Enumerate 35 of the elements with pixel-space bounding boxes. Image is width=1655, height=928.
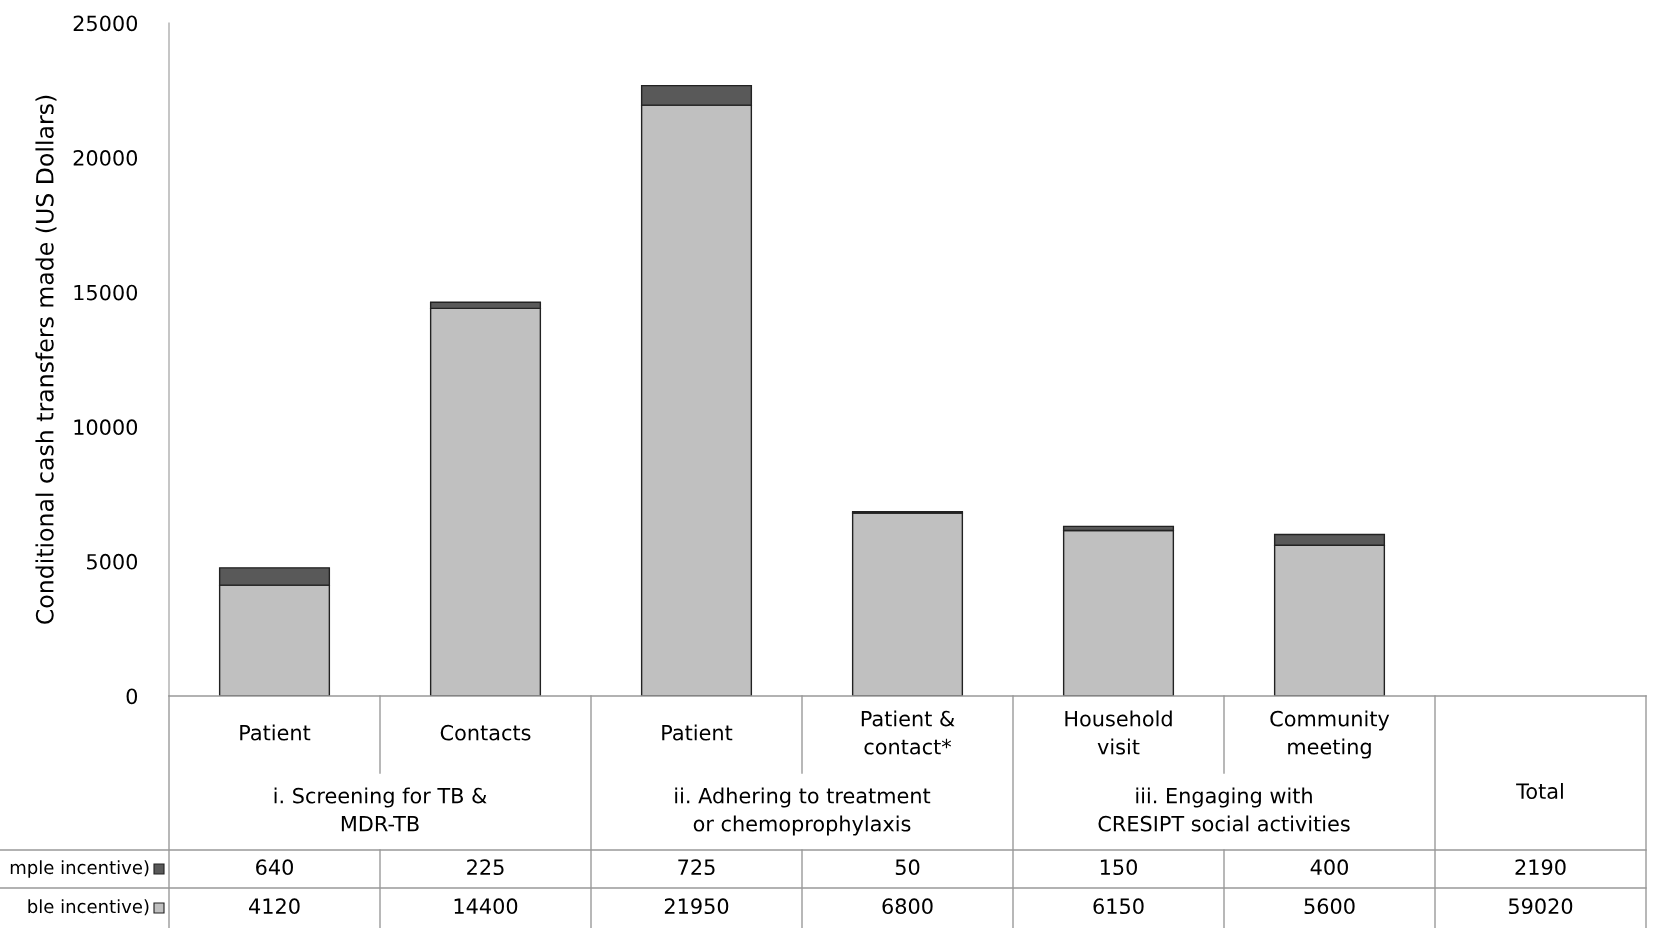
- data-label: 725: [678, 859, 715, 876]
- bar: [851, 512, 964, 696]
- text: i. Screening for TB & MDR-TB: [274, 787, 487, 832]
- y-tick-label: 10000: [74, 419, 138, 436]
- data-label: 400: [1310, 859, 1348, 876]
- legend-label: ble incentive): [28, 899, 149, 916]
- data-label: 6150: [1093, 898, 1144, 915]
- x-tick-label: Household visit: [1065, 710, 1172, 755]
- text: 2190: [1515, 859, 1566, 876]
- y-tick-label: 15000: [74, 284, 138, 301]
- text: 59020: [1508, 898, 1573, 915]
- y-tick-label: 20000: [73, 150, 138, 166]
- x-tick-label: Patient: [662, 724, 733, 741]
- data-label: 21950: [664, 898, 729, 915]
- x-tick-label: Community meeting: [1270, 710, 1390, 759]
- x-tick-label: Patient: [240, 724, 311, 741]
- y-axis-title: Conditional cash transfers made (US Dollars): [35, 95, 57, 624]
- data-label: 640: [256, 859, 293, 876]
- x-tick-label: Contacts: [440, 724, 531, 741]
- data-label: 50: [895, 859, 920, 876]
- data-label: 225: [467, 859, 504, 876]
- y-tick-label: 0: [126, 688, 138, 705]
- data-label: 6800: [882, 898, 933, 915]
- text: ii. Adhering to treatment or chemoprophylaxis: [675, 787, 931, 836]
- data-label: 4120: [249, 898, 300, 915]
- y-tick-label: 25000: [73, 15, 138, 32]
- x-tick-label: Patient & contact*: [861, 710, 955, 755]
- data-label: 5600: [1304, 898, 1355, 915]
- bar: [1062, 529, 1175, 696]
- text: iii. Engaging with CRESIPT social activities: [1098, 787, 1350, 832]
- text: Total: [1516, 782, 1563, 800]
- data-label: 150: [1100, 859, 1137, 876]
- legend-label: mple incentive): [10, 860, 149, 878]
- y-tick-label: 5000: [87, 553, 138, 570]
- data-label: 14400: [454, 898, 518, 915]
